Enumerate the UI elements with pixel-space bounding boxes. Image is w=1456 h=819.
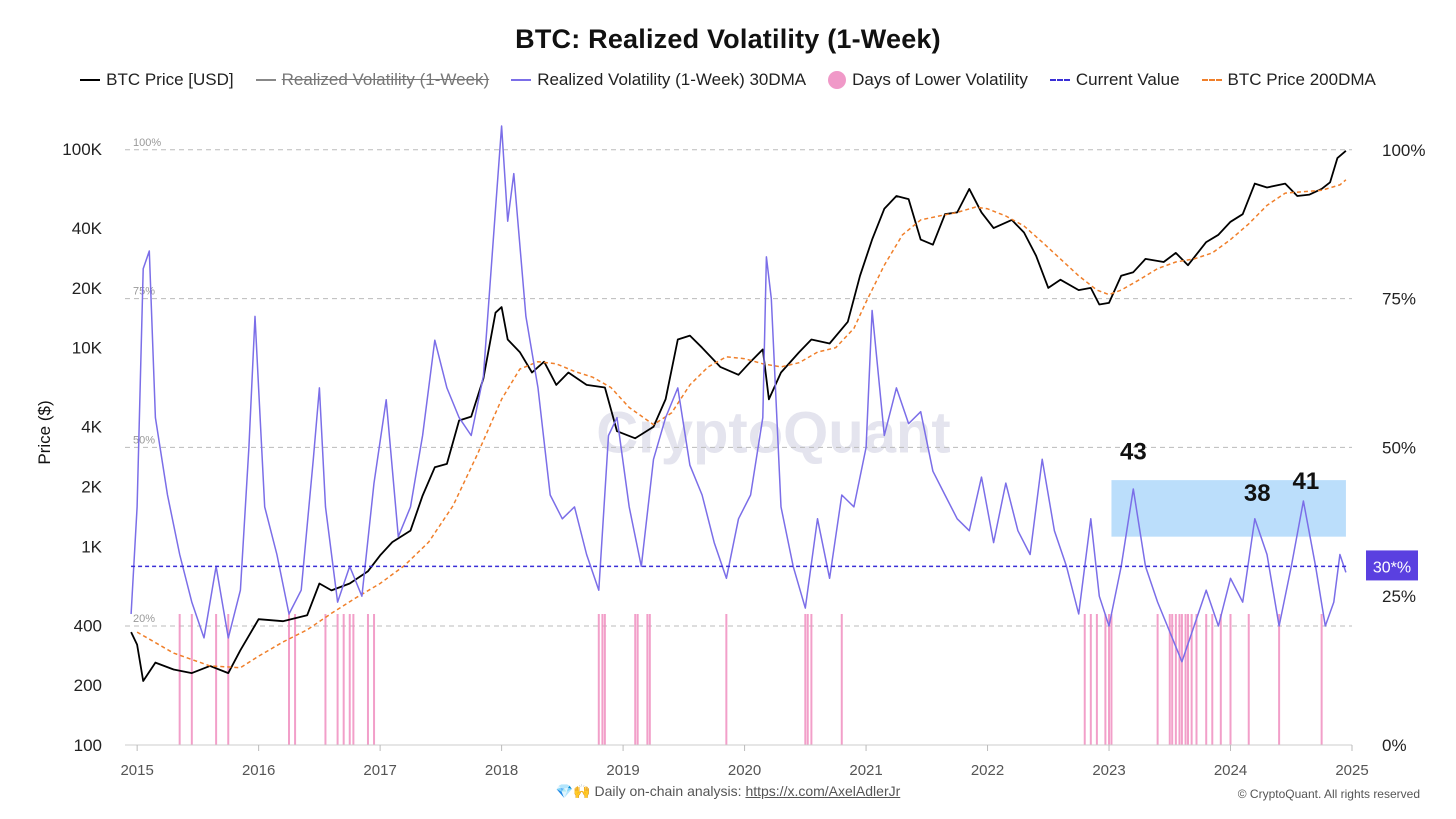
y-left-tick-label: 20K	[72, 279, 103, 298]
legend-swatch-lower-volatility-days	[828, 71, 847, 89]
x-tick-label: 2015	[120, 762, 153, 779]
ref-line-label: 75%	[133, 286, 155, 298]
y-right-tick-label: 50%	[1382, 438, 1416, 457]
x-tick-label: 2018	[485, 762, 518, 779]
legend-label-current-value: Current Value	[1075, 70, 1180, 89]
current-value-badge	[1366, 550, 1418, 581]
x-tick-label: 2017	[363, 762, 396, 779]
legend-swatch-btc-price	[80, 79, 101, 81]
y-axis-title: Price ($)	[35, 400, 54, 464]
series-line-btc-price-200dma	[136, 179, 1347, 669]
y-right-tick-label: 0%	[1382, 736, 1407, 755]
legend-item-lower-volatility-days[interactable]: Days of Lower Volatility	[828, 70, 1028, 90]
legend-item-btc-price[interactable]: BTC Price [USD]	[80, 70, 234, 90]
copyright-notice: © CryptoQuant. All rights reserved	[1237, 787, 1420, 801]
ref-line-label: 100%	[133, 137, 161, 149]
highlight-band	[1111, 480, 1346, 537]
legend-swatch-current-value	[1049, 79, 1070, 81]
x-tick-label: 2022	[971, 762, 1004, 779]
chart-legend: BTC Price [USD] Realized Volatility (1-W…	[0, 70, 1456, 90]
x-tick-label: 2019	[606, 762, 639, 779]
y-right-tick-label: 100%	[1382, 141, 1425, 160]
legend-item-btc-price-200dma[interactable]: BTC Price 200DMA	[1201, 70, 1376, 90]
x-tick-label: 2024	[1214, 762, 1247, 779]
ref-line-label: 50%	[133, 434, 155, 446]
chart-title: BTC: Realized Volatility (1-Week)	[515, 24, 941, 54]
legend-label-btc-price: BTC Price [USD]	[106, 70, 234, 89]
watermark: CryptoQuant	[596, 401, 950, 466]
footer-credit-prefix: 💎🙌 Daily on-chain analysis:	[555, 783, 746, 799]
ref-line-label: 20%	[133, 613, 155, 625]
y-right-tick-label: 75%	[1382, 290, 1416, 309]
legend-swatch-volatility-30dma	[511, 79, 532, 81]
legend-item-current-value[interactable]: Current Value	[1049, 70, 1180, 90]
annotation-label: 43	[1120, 438, 1147, 465]
y-left-tick-label: 4K	[81, 418, 102, 437]
y-left-tick-label: 200	[74, 676, 102, 695]
legend-label-volatility-30dma: Realized Volatility (1-Week) 30DMA	[537, 70, 807, 89]
annotation-label: 41	[1292, 468, 1319, 495]
x-tick-label: 2025	[1335, 762, 1368, 779]
annotation-label: 38	[1244, 480, 1271, 507]
series-line-btc-price	[130, 150, 1347, 682]
legend-swatch-realized-volatility	[255, 79, 276, 81]
legend-item-realized-volatility[interactable]: Realized Volatility (1-Week)	[255, 70, 490, 90]
legend-label-lower-volatility-days: Days of Lower Volatility	[852, 70, 1028, 89]
y-left-tick-label: 10K	[72, 339, 103, 358]
legend-label-realized-volatility: Realized Volatility (1-Week)	[281, 70, 490, 89]
footer-credit-link[interactable]: https://x.com/AxelAdlerJr	[745, 783, 901, 799]
legend-item-volatility-30dma[interactable]: Realized Volatility (1-Week) 30DMA	[511, 70, 806, 90]
x-tick-label: 2020	[728, 762, 761, 779]
current-value-label: 30*%	[1373, 559, 1411, 576]
y-left-tick-label: 400	[74, 616, 102, 635]
y-left-tick-label: 40K	[72, 219, 103, 238]
x-tick-label: 2016	[242, 762, 275, 779]
legend-label-btc-price-200dma: BTC Price 200DMA	[1227, 70, 1376, 89]
y-right-tick-label: 25%	[1382, 587, 1416, 606]
x-tick-label: 2023	[1092, 762, 1125, 779]
y-left-tick-label: 1K	[81, 537, 102, 556]
series-line-volatility-30dma	[130, 125, 1347, 663]
y-left-tick-label: 100K	[62, 140, 102, 159]
y-left-tick-label: 100	[74, 736, 102, 755]
x-tick-label: 2021	[849, 762, 882, 779]
legend-swatch-btc-price-200dma	[1201, 79, 1222, 81]
footer-credit: 💎🙌 Daily on-chain analysis: https://x.co…	[0, 783, 1456, 800]
y-left-tick-label: 2K	[81, 478, 102, 497]
